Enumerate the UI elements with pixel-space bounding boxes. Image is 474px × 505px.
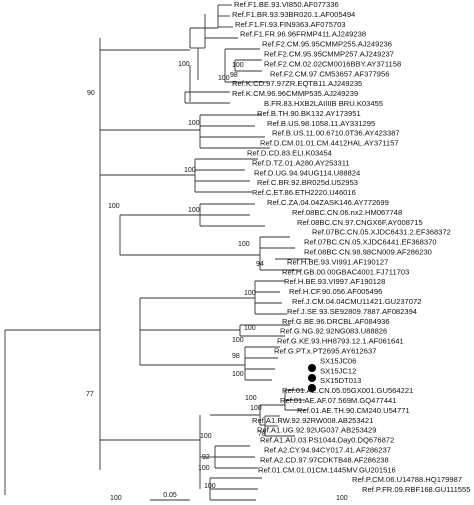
leaf-label: Ref.P.FR.09.RBF168.GU111555 [362, 485, 470, 494]
leaf-label: Ref.07BC.CN.05.XJDC6431.2.EF368372 [312, 228, 451, 237]
bootstrap-value: 98 [232, 353, 240, 360]
bootstrap-value: 90 [87, 90, 95, 97]
leaf-label: Ref.C.ZA.04.04ZASK146.AY772699 [267, 198, 389, 207]
leaf-label: Ref.F1.FR.96.96FRMP411.AJ249238 [240, 30, 366, 39]
bootstrap-value: 100 [204, 483, 216, 490]
leaf-label: Ref.K.CD.97.97ZR.EQTB11.AJ249235 [232, 79, 362, 88]
bootstrap-value: 100 [188, 120, 200, 127]
leaf-label: Ref.01.CM.01.01CM.1445MV.GU201516 [258, 465, 396, 474]
leaf-label: Ref.G.NG.92.92NG083.U88826 [280, 327, 387, 336]
bootstrap-value: 100 [178, 61, 190, 68]
leaf-label: Ref.01.AE.AF.07.569M.GQ477441 [280, 396, 397, 405]
leaf-label: Ref.B.US.11.00.6710.0T36.AY423387 [272, 129, 400, 138]
leaf-label: Ref.P.CM.06.U14788.HQ179987 [352, 475, 462, 484]
leaf-label: Ref.C.ET.86.ETH2220.U46016 [252, 188, 356, 197]
leaf-label: Ref.F1.BE.93.VI850.AF077336 [234, 0, 339, 9]
leaf-label: Ref.C.BR.92.BR025d.U52953 [257, 178, 358, 187]
bootstrap-value: 100 [336, 495, 348, 502]
bootstrap-value: 98 [230, 72, 238, 79]
bootstrap-value: 77 [86, 391, 94, 398]
leaf-label: Ref.D.CM.01.01.CM.4412HAL.AY371157 [260, 139, 399, 148]
bootstrap-value: 100 [110, 495, 122, 502]
leaf-label: Ref.01.AE.CN.05.05GX001.GU564221 [282, 386, 413, 395]
leaf-label: Ref.F2.CM.97.CM53657.AF377956 [270, 69, 389, 78]
leaf-label: Ref.G.BE.96.DRCBL.AF084936 [282, 317, 390, 326]
bootstrap-value: 100 [232, 62, 244, 69]
bootstrap-value: 100 [200, 433, 212, 440]
bootstrap-value: 100 [108, 203, 120, 210]
leaf-label: Ref.A1.AU.03.PS1044.Day0.DQ676872 [260, 436, 394, 445]
scale-bar-label: 0.05 [163, 492, 177, 499]
leaf-label: Ref.B.TH.90.BK132.AY173951 [257, 109, 361, 118]
leaf-label: Ref.08BC.CN.06.nx2.HM067748 [292, 208, 402, 217]
bootstrap-value: 78 [258, 431, 266, 438]
leaf-label: Ref.G.PT.x.PT2695.AY612637 [274, 347, 376, 356]
leaf-label: Ref.F1.BR.93.93BR020.1.AF005494 [232, 10, 355, 19]
bootstrap-value: 100 [188, 207, 200, 214]
bootstrap-value: 100 [232, 371, 244, 378]
bootstrap-value: 100 [238, 241, 250, 248]
leaf-label: Ref.B.US.98.1058.11.AY331295 [267, 119, 375, 128]
bootstrap-value: 100 [244, 290, 256, 297]
bootstrap-value: 92 [202, 454, 210, 461]
bootstrap-value: 100 [232, 337, 244, 344]
scale-bar: 0.05 [150, 492, 190, 501]
leaf-label: Ref.D.CD.83.ELI.K03454 [247, 149, 332, 158]
leaf-label: Ref.07BC.CN.05.XJDC6441.EF368370 [304, 238, 437, 247]
bootstrap-labels: 100 1009810090100100100100100941001001009… [86, 61, 348, 502]
sample-markers [308, 364, 316, 392]
leaf-label: Ref.F2.CM.95.95CMMP257.AJ249237 [264, 50, 394, 59]
leaf-label: Ref.D.TZ.01.A280.AY253311 [252, 158, 350, 167]
leaf-labels: Ref.F1.BE.93.VI850.AF077336Ref.F1.BR.93.… [232, 0, 470, 494]
leaf-label: Ref.K.CM.96.96CMMP535.AJ249239 [232, 89, 358, 98]
leaf-label: Ref.H.GB.00.00GBAC4001.FJ711703 [282, 267, 409, 276]
bootstrap-value: 100 [250, 405, 262, 412]
leaf-label: Ref.H.BE.93.VI991.AF190127 [287, 257, 388, 266]
leaf-label: SX15JC06 [320, 356, 356, 365]
leaf-label: Ref.H.BE.93.VI997.AF190128 [284, 277, 385, 286]
sample-marker [308, 374, 316, 382]
bootstrap-value: 100 [218, 75, 230, 82]
leaf-label: Ref.A2.CY.94.94CY017.41.AF286237 [264, 446, 391, 455]
leaf-label: Ref.08BC.CN.97.CNGX6F.AY008715 [297, 218, 423, 227]
leaf-label: SX15DT013 [320, 376, 361, 385]
leaf-label: Ref.01.AE.TH.90.CM240.U54771 [297, 406, 410, 415]
leaf-label: Ref.H.CF.90.056.AF005496 [289, 287, 382, 296]
leaf-label: Ref.J.CM.04.04CMU11421.GU237072 [292, 297, 421, 306]
bootstrap-value: 100 [198, 465, 210, 472]
leaf-label: Ref.08BC.CN.98.98CN009.AF286230 [304, 248, 432, 257]
leaf-label: Ref.F2.CM.95.95CMMP255.AJ249236 [262, 40, 392, 49]
bootstrap-value: 94 [256, 261, 264, 268]
leaf-label: Ref.G.KE.93.HH8793.12.1.AF061641 [277, 337, 404, 346]
bootstrap-value: 100 [244, 325, 256, 332]
leaf-label: Ref.A1.UG.92.92UG037.AB253429 [257, 426, 376, 435]
leaf-label: B.FR.83.HXB2LAIIIIB BRU.K03455 [264, 99, 383, 108]
sample-marker [308, 364, 316, 372]
leaf-label: Ref.J.SE.93.SE92809.7887.AF082394 [287, 307, 417, 316]
leaf-label: Ref.F1.FI.93.FIN9363.AF075703 [235, 20, 346, 29]
bootstrap-value: 100 [245, 395, 257, 402]
leaf-label: Ref.F2.CM.02.02CM0016BBY.AY371158 [264, 59, 401, 68]
leaf-label: SX15JC12 [320, 366, 356, 375]
sample-marker [308, 384, 316, 392]
leaf-label: Ref.A2.CD.97.97CDKTB48.AF286238 [260, 455, 389, 464]
bootstrap-value: 100 [184, 167, 196, 174]
tree-branches [4, 4, 310, 501]
leaf-label: Ref.A1.RW.92.92RW008.AB253421 [252, 416, 373, 425]
leaf-label: Ref.D.UG.94.94UG114.U88824 [254, 168, 360, 177]
